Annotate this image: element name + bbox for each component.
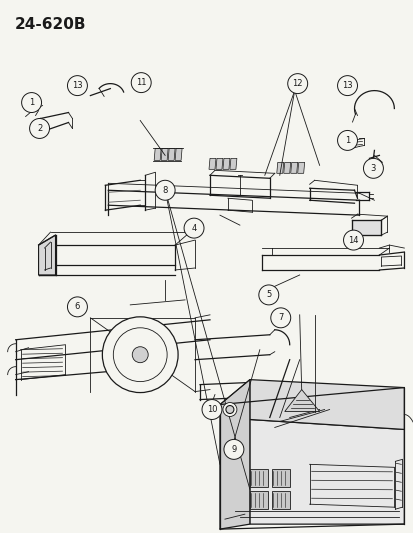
Polygon shape — [175, 148, 182, 160]
Circle shape — [67, 76, 87, 95]
Polygon shape — [216, 158, 223, 169]
Polygon shape — [283, 163, 290, 173]
Polygon shape — [276, 163, 283, 173]
Text: 94324  620: 94324 620 — [331, 509, 386, 519]
Text: 7: 7 — [278, 313, 283, 322]
Circle shape — [21, 93, 41, 112]
Text: 10: 10 — [206, 405, 217, 414]
Circle shape — [29, 118, 50, 139]
Polygon shape — [209, 158, 216, 169]
Polygon shape — [249, 491, 267, 509]
Text: 14: 14 — [347, 236, 358, 245]
Text: 3: 3 — [370, 164, 375, 173]
Polygon shape — [168, 148, 175, 160]
Text: 13: 13 — [72, 81, 83, 90]
Text: 12: 12 — [292, 79, 302, 88]
Polygon shape — [249, 470, 267, 487]
Circle shape — [363, 158, 382, 179]
Circle shape — [343, 230, 363, 250]
Text: 1: 1 — [344, 136, 349, 145]
Circle shape — [223, 402, 236, 416]
Text: 11: 11 — [135, 78, 146, 87]
Polygon shape — [271, 491, 289, 509]
Text: 4: 4 — [191, 224, 196, 232]
Circle shape — [223, 439, 243, 459]
Circle shape — [202, 400, 221, 419]
Polygon shape — [249, 379, 404, 430]
Polygon shape — [38, 235, 55, 275]
Polygon shape — [351, 220, 380, 235]
Polygon shape — [229, 158, 236, 169]
Circle shape — [258, 285, 278, 305]
Polygon shape — [271, 470, 289, 487]
Circle shape — [131, 72, 151, 93]
Text: 5: 5 — [266, 290, 271, 300]
Circle shape — [225, 406, 233, 414]
Circle shape — [270, 308, 290, 328]
Polygon shape — [284, 390, 319, 411]
Circle shape — [337, 76, 357, 95]
Circle shape — [155, 180, 175, 200]
Text: 1: 1 — [29, 98, 34, 107]
Polygon shape — [219, 379, 249, 529]
Text: 24-620B: 24-620B — [14, 17, 86, 32]
Polygon shape — [223, 158, 229, 169]
Circle shape — [102, 317, 178, 393]
Text: 13: 13 — [342, 81, 352, 90]
Circle shape — [287, 74, 307, 94]
Circle shape — [67, 297, 87, 317]
Polygon shape — [161, 148, 168, 160]
Text: 6: 6 — [75, 302, 80, 311]
Polygon shape — [154, 148, 161, 160]
Circle shape — [113, 328, 167, 382]
Text: 9: 9 — [231, 445, 236, 454]
Text: 8: 8 — [162, 186, 167, 195]
Polygon shape — [297, 163, 304, 173]
Polygon shape — [249, 419, 404, 524]
Polygon shape — [290, 163, 297, 173]
Text: 2: 2 — [37, 124, 42, 133]
Circle shape — [132, 347, 148, 362]
Circle shape — [184, 218, 204, 238]
Circle shape — [337, 131, 357, 150]
